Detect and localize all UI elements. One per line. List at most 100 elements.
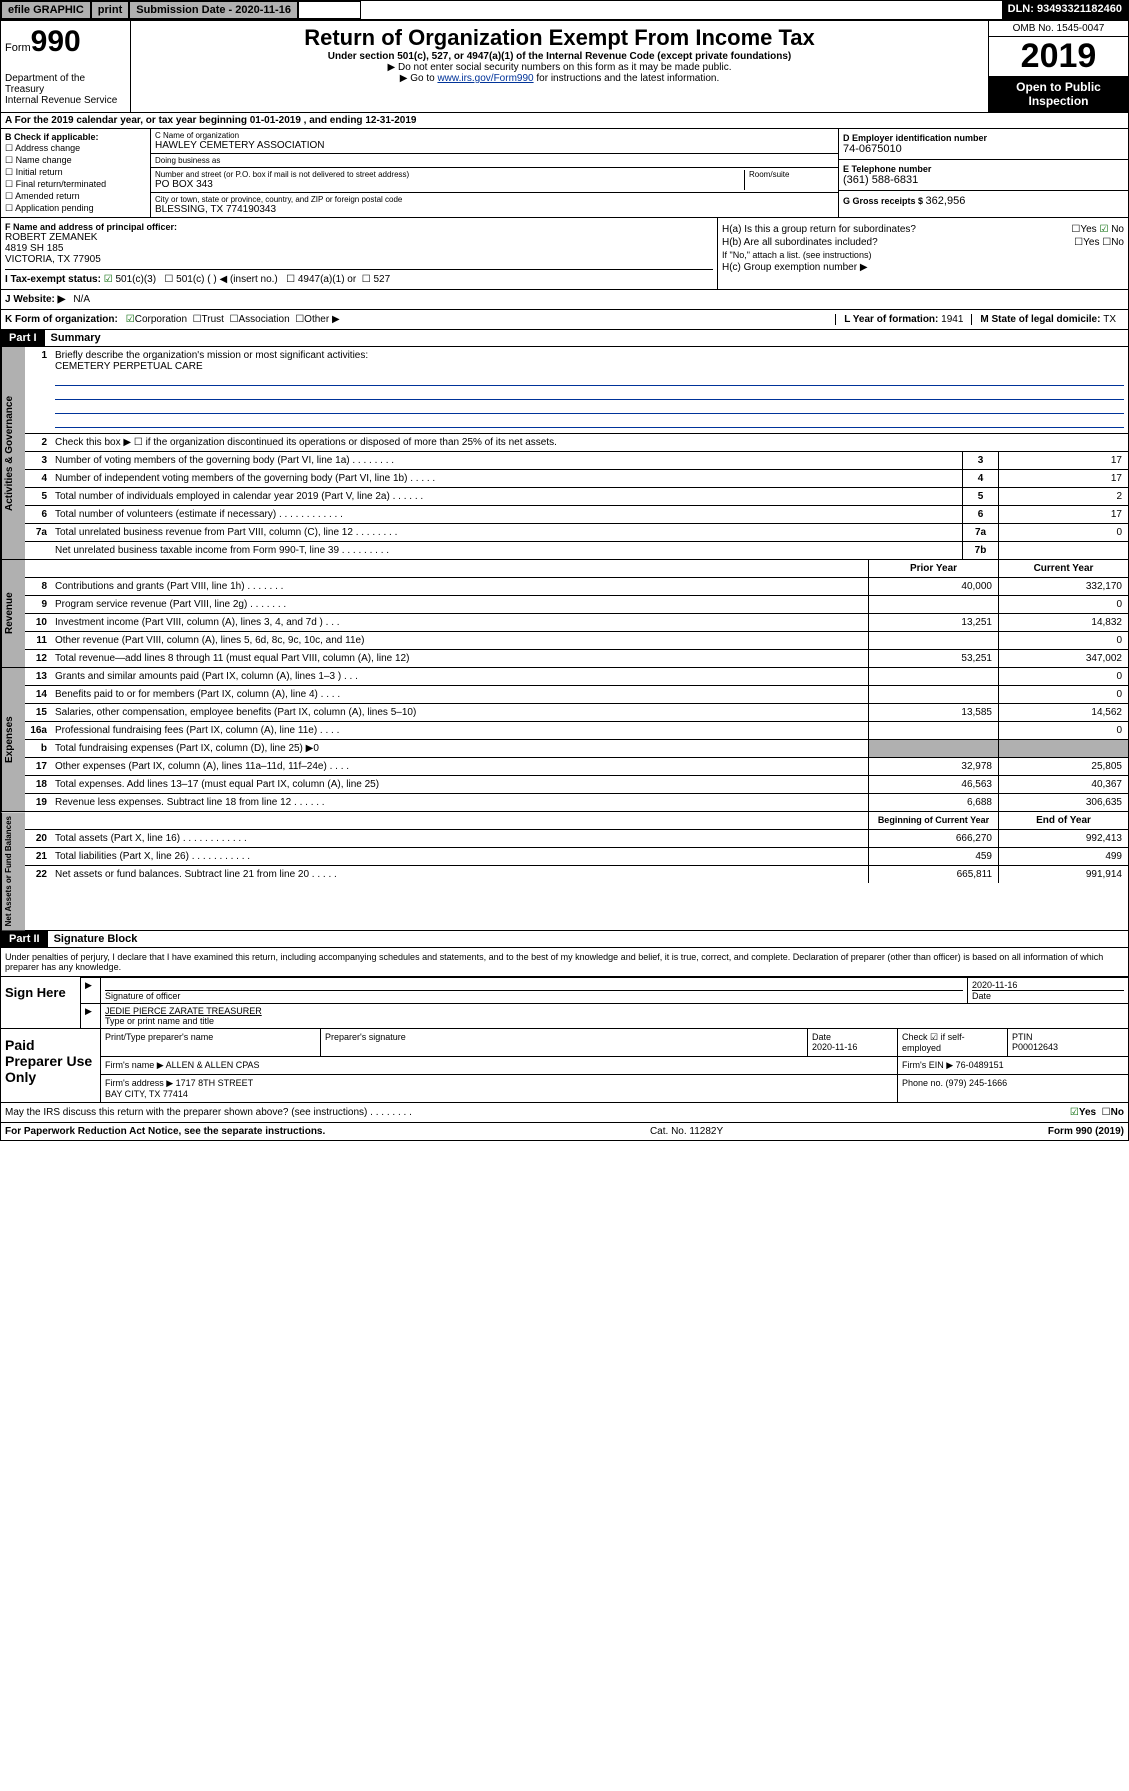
prep-date: 2020-11-16 [812,1042,857,1052]
firm-ein: 76-0489151 [956,1060,1004,1070]
room-label: Room/suite [749,170,834,179]
table-row: 16aProfessional fundraising fees (Part I… [25,722,1128,740]
ein-value: 74-0675010 [843,143,1124,155]
sign-here-label: Sign Here [1,977,81,1028]
form-subtitle: Under section 501(c), 527, or 4947(a)(1)… [135,51,984,62]
page-footer: For Paperwork Reduction Act Notice, see … [0,1123,1129,1141]
table-row: 6Total number of volunteers (estimate if… [25,506,1128,524]
part2-header: Part IISignature Block [0,931,1129,948]
state-domicile: TX [1103,314,1116,325]
hb-label: H(b) Are all subordinates included? [722,237,878,248]
officer-group-block: F Name and address of principal officer:… [0,218,1129,290]
mission-text: CEMETERY PERPETUAL CARE [55,361,1124,372]
phone-label: E Telephone number [843,164,1124,174]
sig-officer-label: Signature of officer [105,990,963,1001]
tab-governance: Activities & Governance [1,347,25,559]
submission-date-label: Submission Date - 2020-11-16 [129,1,298,19]
summary-net-assets: Net Assets or Fund Balances Beginning of… [0,812,1129,931]
chk-amended[interactable]: Amended return [5,191,146,202]
dln-label: DLN: 93493321182460 [1002,1,1128,19]
discuss-yes-checked[interactable] [1070,1107,1079,1118]
table-row: 11Other revenue (Part VIII, column (A), … [25,632,1128,650]
table-row: 20Total assets (Part X, line 16) . . . .… [25,830,1128,848]
form-header: Form990 Department of the Treasury Inter… [0,20,1129,113]
table-row: 19Revenue less expenses. Subtract line 1… [25,794,1128,811]
ein-label: D Employer identification number [843,133,1124,143]
chk-initial-return[interactable]: Initial return [5,167,146,178]
prep-date-hdr: Date [812,1032,831,1042]
table-row: 17Other expenses (Part IX, column (A), l… [25,758,1128,776]
table-row: Net unrelated business taxable income fr… [25,542,1128,559]
hb-note: If "No," attach a list. (see instruction… [722,250,1124,260]
print-button[interactable]: print [91,1,129,19]
section-j: J Website: ▶N/A [0,290,1129,310]
table-row: 5Total number of individuals employed in… [25,488,1128,506]
ssn-note: ▶ Do not enter social security numbers o… [135,62,984,73]
footer-form: Form 990 (2019) [1048,1126,1124,1137]
mission-label: Briefly describe the organization's miss… [55,350,1124,361]
section-klm: K Form of organization: Corporation ☐ Tr… [0,310,1129,330]
ptin-value: P00012643 [1012,1042,1058,1052]
footer-cat: Cat. No. 11282Y [325,1126,1048,1137]
form-number: 990 [31,25,81,58]
table-row: bTotal fundraising expenses (Part IX, co… [25,740,1128,758]
officer-name: ROBERT ZEMANEK [5,232,713,243]
table-row: 12Total revenue—add lines 8 through 11 (… [25,650,1128,667]
col-prior-year: Prior Year [868,560,998,577]
gross-value: 362,956 [926,195,966,207]
discuss-question: May the IRS discuss this return with the… [5,1107,412,1118]
paid-preparer-label: Paid Preparer Use Only [1,1029,101,1102]
org-name-label: C Name of organization [155,131,834,140]
submission-blank [298,1,361,19]
form-word: Form [5,42,31,54]
chk-501c3[interactable] [104,274,116,285]
hc-label: H(c) Group exemption number ▶ [722,262,868,273]
tab-net-assets: Net Assets or Fund Balances [1,812,25,930]
open-inspection: Open to Public Inspection [989,76,1128,112]
chk-corporation[interactable] [126,314,135,325]
section-i: I Tax-exempt status: 501(c)(3) ☐ 501(c) … [5,269,713,285]
dba-label: Doing business as [155,156,834,165]
sign-arrow-icon [81,978,101,1003]
table-row: 10Investment income (Part VIII, column (… [25,614,1128,632]
table-row: 4Number of independent voting members of… [25,470,1128,488]
summary-revenue: Revenue Prior YearCurrent Year 8Contribu… [0,560,1129,668]
table-row: 21Total liabilities (Part X, line 26) . … [25,848,1128,866]
col-end: End of Year [998,812,1128,829]
identity-block: B Check if applicable: Address change Na… [0,129,1129,218]
perjury-text: Under penalties of perjury, I declare th… [0,948,1129,977]
section-h: H(a) Is this a group return for subordin… [718,218,1128,289]
ha-no-checked[interactable] [1099,224,1111,235]
section-de: D Employer identification number74-06750… [838,129,1128,217]
prep-selfemp: Check ☑ if self-employed [898,1029,1008,1056]
city-value: BLESSING, TX 774190343 [155,204,834,215]
table-row: 18Total expenses. Add lines 13–17 (must … [25,776,1128,794]
top-toolbar: efile GRAPHIC print Submission Date - 20… [0,0,1129,20]
irs-link[interactable]: www.irs.gov/Form990 [437,73,533,84]
year-formation: 1941 [941,314,963,325]
omb-number: OMB No. 1545-0047 [989,21,1128,37]
chk-application-pending[interactable]: Application pending [5,203,146,214]
prep-sig-hdr: Preparer's signature [321,1029,808,1056]
org-name: HAWLEY CEMETERY ASSOCIATION [155,140,834,151]
summary-governance: Activities & Governance 1 Briefly descri… [0,347,1129,560]
chk-name-change[interactable]: Name change [5,155,146,166]
footer-left: For Paperwork Reduction Act Notice, see … [5,1126,325,1137]
addr-label: Number and street (or P.O. box if mail i… [155,170,744,179]
chk-final-return[interactable]: Final return/terminated [5,179,146,190]
section-f: F Name and address of principal officer:… [1,218,718,289]
firm-name: ALLEN & ALLEN CPAS [166,1060,260,1070]
ptin-label: PTIN [1012,1032,1033,1042]
sign-here-block: Sign Here Signature of officer 2020-11-1… [0,977,1129,1029]
sig-name-label: Type or print name and title [105,1016,1124,1026]
sig-name: JEDIE PIERCE ZARATE TREASURER [105,1006,1124,1016]
b-title: B Check if applicable: [5,132,146,142]
table-row: 3Number of voting members of the governi… [25,452,1128,470]
section-c: C Name of organizationHAWLEY CEMETERY AS… [151,129,838,217]
tax-year: 2019 [989,37,1128,76]
table-row: 7aTotal unrelated business revenue from … [25,524,1128,542]
addr-value: PO BOX 343 [155,179,744,190]
chk-address-change[interactable]: Address change [5,143,146,154]
goto-note: ▶ Go to www.irs.gov/Form990 for instruct… [135,73,984,84]
summary-expenses: Expenses 13Grants and similar amounts pa… [0,668,1129,812]
